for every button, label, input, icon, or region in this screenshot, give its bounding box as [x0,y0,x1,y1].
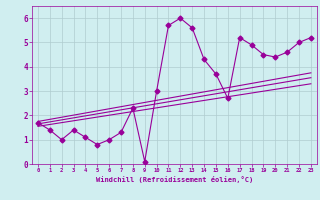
X-axis label: Windchill (Refroidissement éolien,°C): Windchill (Refroidissement éolien,°C) [96,176,253,183]
